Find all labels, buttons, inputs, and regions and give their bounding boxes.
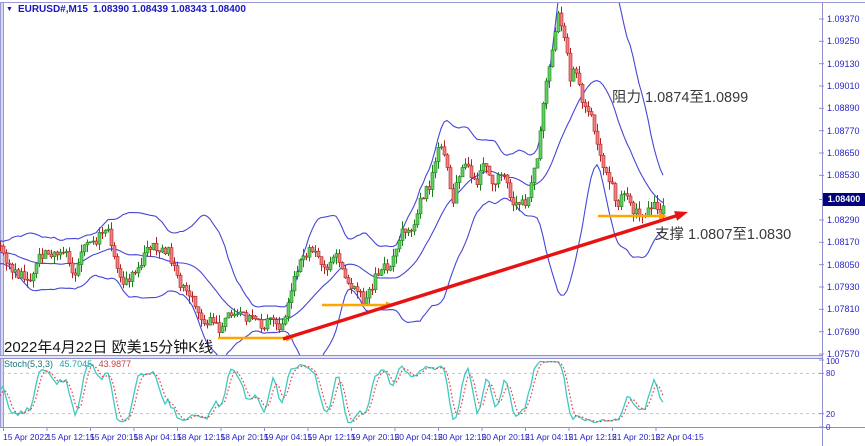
time-axis-label: 22 Apr 04:15 bbox=[655, 432, 704, 442]
time-axis-label: 15 Apr 2022 bbox=[3, 432, 49, 442]
price-axis-label: 1.08890 bbox=[827, 103, 860, 114]
price-axis-label: 1.07570 bbox=[827, 349, 860, 359]
time-axis-label: 19 Apr 20:15 bbox=[351, 432, 400, 442]
price-axis-label: 1.08170 bbox=[827, 237, 860, 248]
price-axis-label: 1.08050 bbox=[827, 259, 860, 270]
price-axis-label: 1.09250 bbox=[827, 36, 860, 47]
time-axis-label: 19 Apr 04:15 bbox=[264, 432, 313, 442]
price-axis-label: 1.09010 bbox=[827, 81, 860, 91]
price-axis-label: 1.08770 bbox=[827, 125, 860, 136]
chart-title-bar: ▼ EURUSD#,M15 1.08390 1.08439 1.08343 1.… bbox=[6, 4, 246, 15]
date-note-annotation: 2022年4月22日 欧美15分钟K线 bbox=[4, 339, 214, 356]
price-axis-label: 1.07810 bbox=[827, 304, 860, 315]
time-axis-label: 19 Apr 12:15 bbox=[307, 432, 356, 442]
price-axis-label: 1.07690 bbox=[827, 326, 860, 337]
price-axis-label: 1.07930 bbox=[827, 282, 860, 292]
stochastic-name: Stoch(5,3,3) bbox=[4, 359, 54, 369]
stochastic-scale-label: 0 bbox=[826, 423, 831, 432]
time-axis-label: 21 Apr 04:15 bbox=[525, 432, 574, 442]
price-axis-label: 1.08530 bbox=[827, 170, 860, 181]
time-axis-label: 21 Apr 20:15 bbox=[612, 432, 661, 442]
time-axis-label: 20 Apr 04:15 bbox=[394, 432, 443, 442]
stochastic-scale-label: 20 bbox=[826, 409, 835, 419]
price-axis-label: 1.08650 bbox=[827, 148, 860, 158]
collapse-triangle-icon[interactable]: ▼ bbox=[6, 6, 13, 13]
time-axis-label: 15 Apr 20:15 bbox=[90, 432, 139, 442]
stochastic-scale-label: 100 bbox=[826, 357, 840, 366]
price-axis-label: 1.09130 bbox=[827, 58, 860, 69]
symbol-label: EURUSD#,M15 bbox=[17, 4, 88, 15]
time-axis-label: 15 Apr 12:15 bbox=[46, 432, 95, 442]
time-axis-label: 21 Apr 12:15 bbox=[568, 432, 617, 442]
resistance-annotation: 阻力 1.0874至1.0899 bbox=[612, 90, 749, 106]
support-annotation: 支撑 1.0807至1.0830 bbox=[655, 227, 792, 243]
time-axis-label: 18 Apr 20:15 bbox=[220, 432, 269, 442]
stochastic-k-value: 45.7045 bbox=[59, 359, 93, 369]
price-axis-label: 1.09370 bbox=[827, 14, 860, 24]
time-axis-label: 18 Apr 04:15 bbox=[133, 432, 182, 442]
stochastic-d-value: 43.9877 bbox=[98, 359, 132, 369]
time-axis-label: 18 Apr 12:15 bbox=[177, 432, 226, 442]
price-axis-label: 1.08290 bbox=[827, 215, 860, 225]
time-axis-label: 20 Apr 12:15 bbox=[438, 432, 487, 442]
stochastic-scale-label: 80 bbox=[826, 369, 835, 379]
ohlc-quote: 1.08390 1.08439 1.08343 1.08400 bbox=[92, 4, 246, 15]
time-axis-label: 20 Apr 20:15 bbox=[481, 432, 530, 442]
stochastic-indicator-label: Stoch(5,3,3) 45.7045 43.9877 bbox=[4, 359, 131, 369]
current-price-badge: 1.08400 bbox=[823, 193, 865, 206]
